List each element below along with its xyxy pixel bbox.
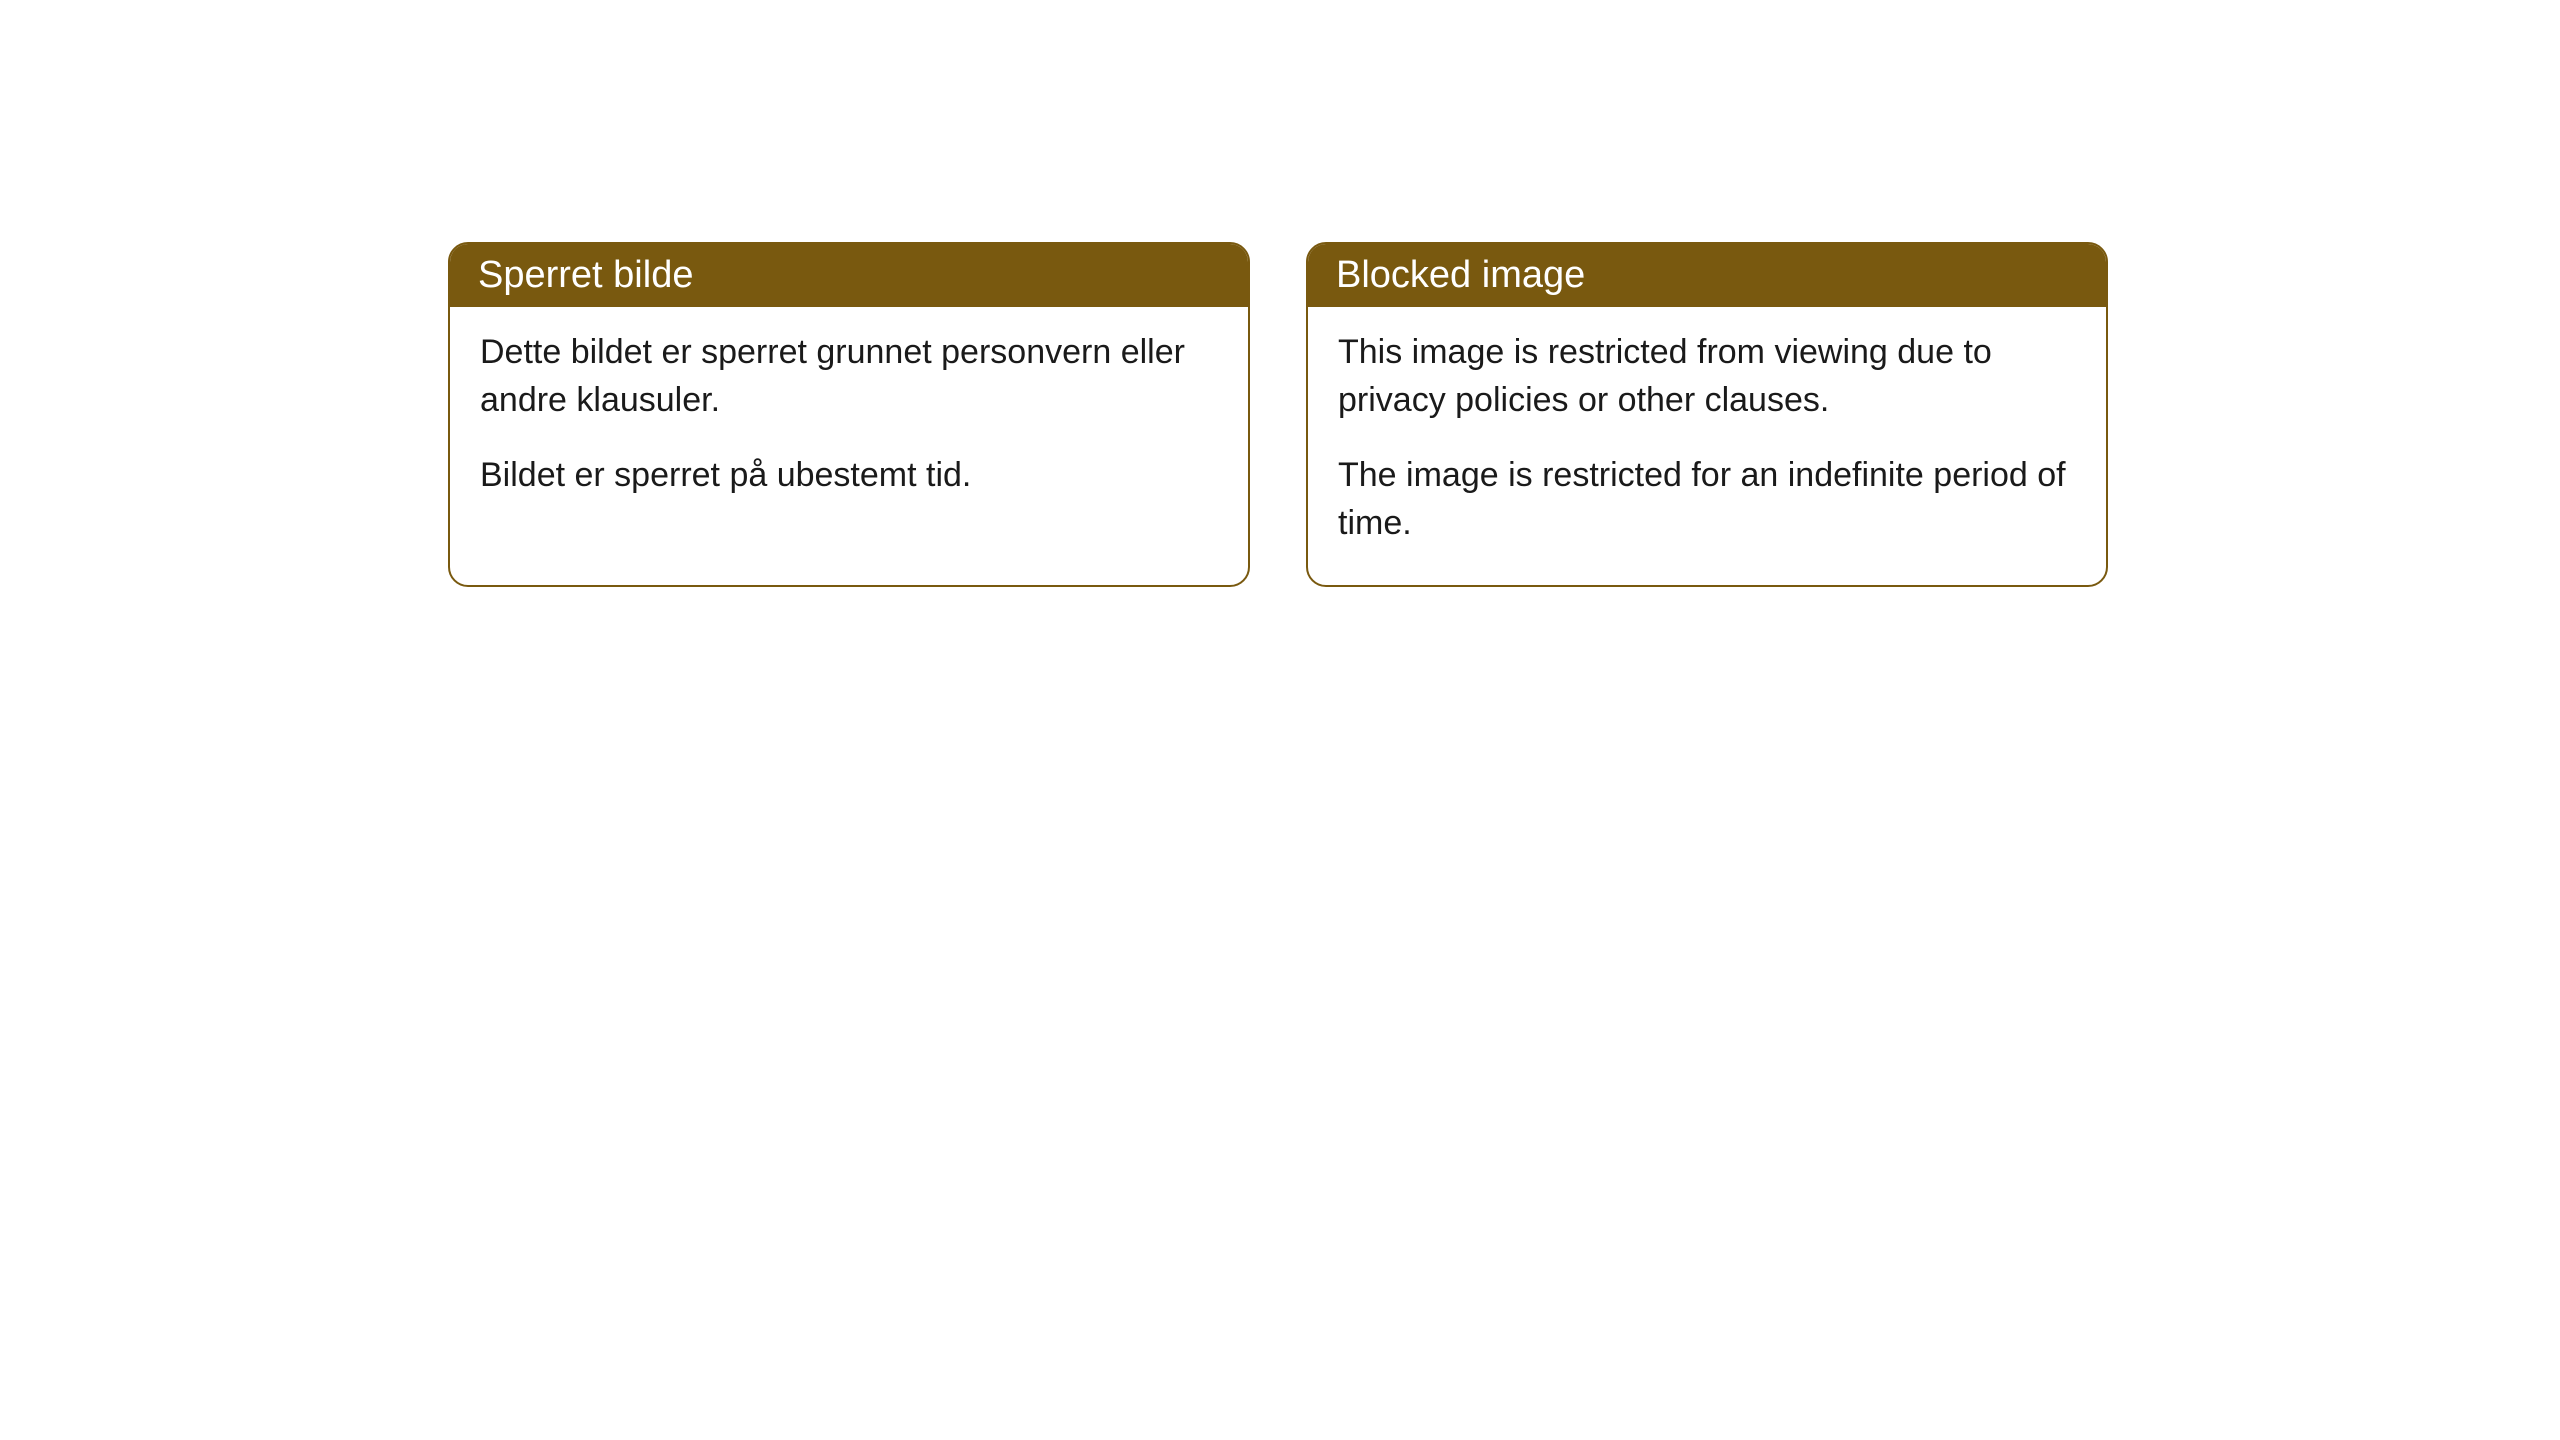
card-header: Sperret bilde — [450, 244, 1248, 307]
card-title: Sperret bilde — [478, 254, 693, 296]
notice-card-norwegian: Sperret bilde Dette bildet er sperret gr… — [448, 242, 1250, 587]
notice-card-english: Blocked image This image is restricted f… — [1306, 242, 2108, 587]
notice-cards-container: Sperret bilde Dette bildet er sperret gr… — [448, 242, 2108, 587]
card-paragraph: This image is restricted from viewing du… — [1338, 329, 2076, 424]
card-paragraph: The image is restricted for an indefinit… — [1338, 452, 2076, 547]
card-header: Blocked image — [1308, 244, 2106, 307]
card-paragraph: Bildet er sperret på ubestemt tid. — [480, 452, 1218, 500]
card-body: Dette bildet er sperret grunnet personve… — [450, 307, 1248, 538]
card-body: This image is restricted from viewing du… — [1308, 307, 2106, 585]
card-paragraph: Dette bildet er sperret grunnet personve… — [480, 329, 1218, 424]
card-title: Blocked image — [1336, 254, 1585, 296]
